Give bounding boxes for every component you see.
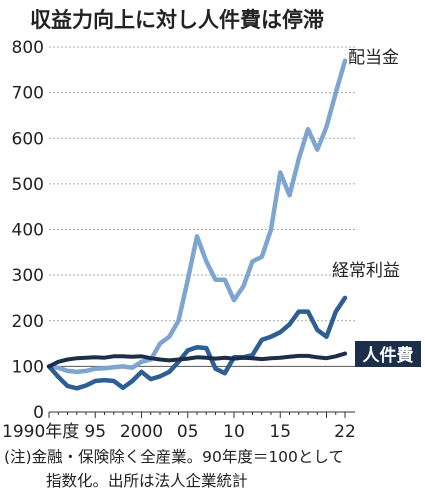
series-label-dividends: 配当金 <box>348 48 399 68</box>
y-tick-label: 500 <box>12 175 44 195</box>
series-line-3 <box>47 351 347 369</box>
x-tick-label: 15 <box>269 422 291 442</box>
x-tick-label: 95 <box>84 422 106 442</box>
y-tick-label: 200 <box>12 312 44 332</box>
footnote-line-2: 指数化。出所は法人企業統計 <box>46 472 248 490</box>
series-lines <box>46 58 348 391</box>
y-tick-label: 600 <box>12 129 44 149</box>
y-tick-label: 400 <box>12 221 44 241</box>
chart-title: 収益力向上に対し人件費は停滞 <box>30 8 324 32</box>
y-tick-label: 800 <box>12 38 44 58</box>
y-tick-label: 300 <box>12 266 44 286</box>
y-tick-label: 700 <box>12 84 44 104</box>
x-tick-label: 22 <box>334 422 356 442</box>
series-label-labor-box <box>355 341 421 367</box>
axes: 0 100 200 300 400 500 600 700 800 1990年度 95 2000 05 1… <box>2 38 356 442</box>
y-tick-label: 100 <box>12 357 44 377</box>
x-tick-label: 1990年度 <box>2 422 79 442</box>
series-line-1 <box>46 58 348 375</box>
x-tick-label: 10 <box>223 422 245 442</box>
series-line-2 <box>46 295 348 391</box>
footnote-line-1: (注)金融・保険除く全産業。90年度＝100として <box>4 448 344 466</box>
x-tick-label: 2000 <box>120 422 163 442</box>
series-label-labor-cost: 人件費 <box>363 345 414 366</box>
series-label-ordinary-profit: 経常利益 <box>332 261 400 281</box>
y-tick-label: 0 <box>33 403 44 423</box>
x-tick-label: 05 <box>177 422 199 442</box>
